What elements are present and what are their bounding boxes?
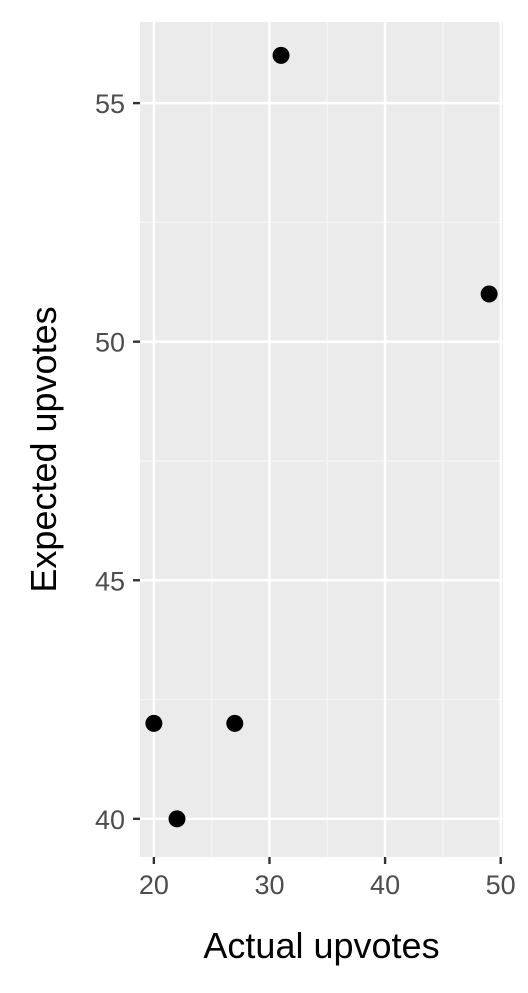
x-tick-label-0: 20 — [139, 870, 169, 900]
x-tick-label-1: 30 — [254, 870, 284, 900]
x-tick-label-3: 50 — [486, 870, 516, 900]
x-axis-title: Actual upvotes — [203, 925, 439, 966]
y-tick-label-2: 50 — [95, 328, 125, 358]
y-tick-label-1: 45 — [95, 566, 125, 596]
y-tick-label-0: 40 — [95, 805, 125, 835]
x-tick-label-2: 40 — [370, 870, 400, 900]
y-tick-label-3: 55 — [95, 89, 125, 119]
data-points — [145, 46, 498, 828]
grid-minor — [140, 22, 503, 857]
data-point-2 — [226, 714, 244, 732]
data-point-3 — [272, 46, 290, 64]
x-axis-ticks: 20 30 40 50 — [139, 857, 516, 900]
data-point-0 — [145, 714, 163, 732]
data-point-4 — [480, 285, 498, 303]
y-axis-ticks: 40 45 50 55 — [95, 89, 140, 835]
y-axis-title: Expected upvotes — [23, 306, 64, 592]
grid-major — [140, 22, 503, 857]
data-point-1 — [168, 810, 186, 828]
plot-panel — [140, 22, 503, 857]
